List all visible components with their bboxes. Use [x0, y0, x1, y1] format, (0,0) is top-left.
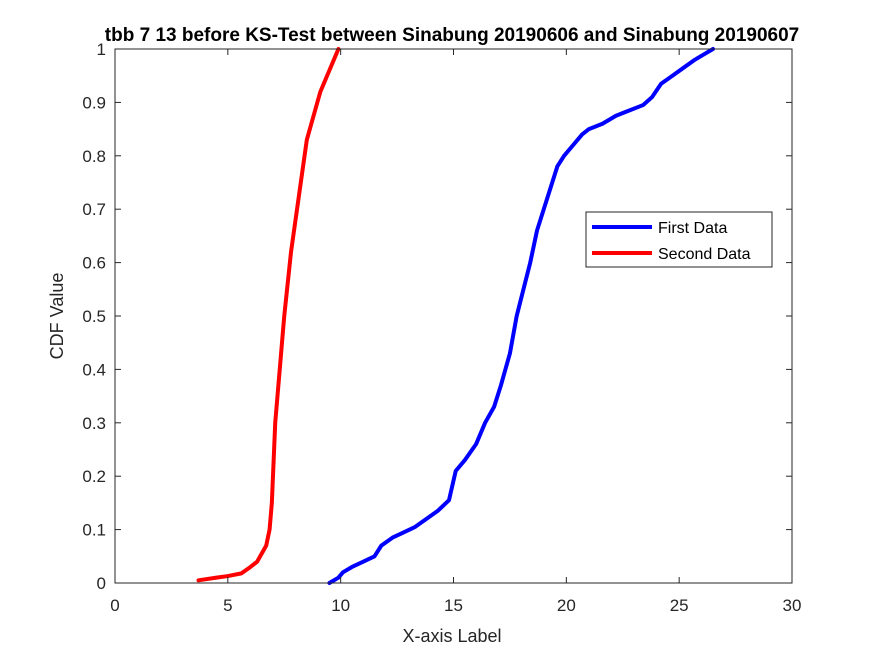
x-tick-label: 10 — [331, 596, 350, 615]
series-line-2 — [196, 47, 341, 583]
x-tick-label: 20 — [557, 596, 576, 615]
y-axis-ticks: 0 0.1 0.2 0.3 0.4 0.5 0.6 0.7 0.8 0.9 1 — [82, 40, 792, 593]
x-tick-label: 0 — [110, 596, 119, 615]
legend: First Data Second Data — [585, 211, 773, 268]
chart-title: tbb 7 13 before KS-Test between Sinabung… — [105, 25, 799, 46]
y-tick-label: 0.2 — [82, 467, 106, 486]
y-tick-label: 0 — [97, 574, 106, 593]
series-layer — [196, 47, 716, 585]
x-tick-label: 15 — [444, 596, 463, 615]
y-tick-label: 0.7 — [82, 200, 106, 219]
y-tick-label: 0.5 — [82, 307, 106, 326]
y-tick-label: 1 — [97, 40, 106, 59]
series-line-1 — [327, 47, 716, 585]
x-tick-label: 5 — [223, 596, 232, 615]
legend-box — [585, 211, 773, 268]
x-axis-ticks: 0 5 10 15 20 25 30 — [110, 49, 801, 615]
y-tick-label: 0.1 — [82, 521, 106, 540]
y-tick-label: 0.4 — [82, 360, 106, 379]
y-tick-label: 0.3 — [82, 414, 106, 433]
y-tick-label: 0.8 — [82, 147, 106, 166]
y-axis-label: CDF Value — [47, 273, 67, 360]
y-tick-label: 0.9 — [82, 93, 106, 112]
legend-label-1: First Data — [658, 220, 727, 237]
x-axis-label: X-axis Label — [402, 626, 501, 646]
x-tick-label: 25 — [670, 596, 689, 615]
x-tick-label: 30 — [783, 596, 802, 615]
plot-area — [115, 49, 792, 583]
y-tick-label: 0.6 — [82, 254, 106, 273]
legend-items: First Data Second Data — [592, 220, 751, 263]
legend-label-2: Second Data — [658, 246, 751, 263]
